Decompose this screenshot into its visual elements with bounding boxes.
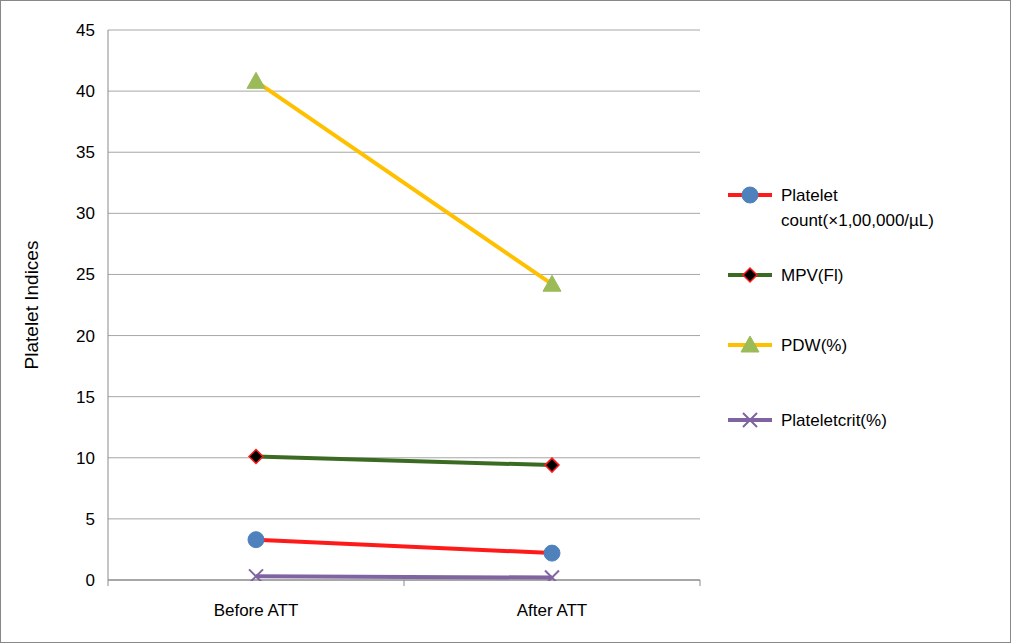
series-line [256,457,552,466]
grid-line [108,91,700,92]
y-tick-label: 0 [86,571,95,590]
legend-label: MPV(Fl) [781,266,843,285]
legend-marker [743,268,757,282]
grid-line [108,396,700,397]
legend-label: Plateletcrit(%) [781,411,887,430]
legend-marker [742,187,758,203]
legend-label: Platelet count(×1,00,000/µL) [781,186,934,230]
grid-line [108,335,700,336]
y-axis-label: Platelet Indices [21,241,42,370]
data-point [545,458,559,472]
grid-line [108,457,700,458]
data-point [249,569,263,581]
x-tick [404,580,405,586]
legend-label-line: Platelet [781,186,838,205]
series-line [256,540,552,553]
data-point [544,545,560,561]
y-tick-label: 35 [76,143,95,162]
grid-line [108,152,700,153]
y-tick-label: 25 [76,265,95,284]
legend-marker [741,336,759,352]
legend-label-line: count(×1,00,000/µL) [781,211,934,230]
chart: 0 5 10 15 20 25 30 35 40 45 Before ATT After ATT Pla… [0,0,1011,643]
y-tick-label: 20 [76,327,95,346]
grid-line [108,518,700,519]
x-tick-label: After ATT [517,601,588,620]
grid-line [108,274,700,275]
plot-area [247,72,561,581]
y-tick-label: 15 [76,388,95,407]
grid-line [108,30,700,31]
frame [1,1,1011,643]
x-tick-label: Before ATT [214,601,299,620]
series-line [256,576,552,577]
data-point [248,532,264,548]
y-tick-label: 40 [76,82,95,101]
legend-label: PDW(%) [781,336,847,355]
grid-line [108,213,700,214]
data-point [543,275,561,291]
y-tick-label: 5 [86,510,95,529]
y-axis [108,30,109,580]
legend-marker [743,413,757,427]
data-point [545,571,559,581]
data-point [247,72,265,88]
y-tick-label: 30 [76,204,95,223]
y-tick-label: 45 [76,21,95,40]
series-line [256,81,552,284]
data-point [249,450,263,464]
x-tick [700,580,701,586]
y-tick-label: 10 [76,449,95,468]
x-tick [108,580,109,586]
